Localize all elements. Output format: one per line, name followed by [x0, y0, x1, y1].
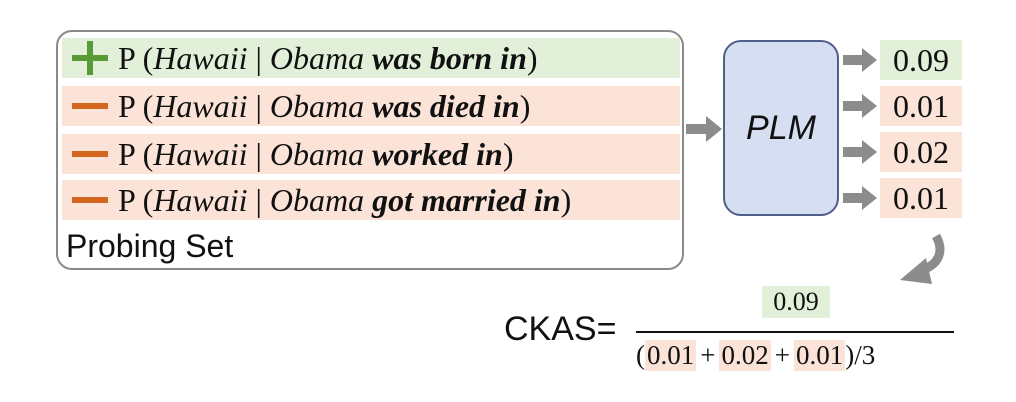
- probe-row-negative: P (Hawaii | Obama worked in): [62, 134, 680, 174]
- output-score: 0.01: [880, 86, 962, 126]
- probe-close: ): [502, 135, 514, 172]
- ckas-label: CKAS=: [504, 310, 617, 348]
- plm-label: PLM: [746, 108, 816, 147]
- output-score: 0.09: [880, 40, 962, 80]
- probe-close: ): [519, 87, 531, 124]
- probe-p: P (: [118, 135, 154, 172]
- probe-p: P (: [118, 39, 154, 76]
- minus-icon: [62, 86, 118, 126]
- arrow-right-icon: [843, 94, 877, 118]
- probe-entity: Hawaii: [153, 39, 248, 76]
- probe-row-negative: P (Hawaii | Obama got married in): [62, 180, 680, 220]
- probe-relation: worked in: [364, 135, 503, 172]
- probe-relation: was died in: [364, 87, 520, 124]
- probe-relation: got married in: [364, 181, 561, 218]
- den-plus: +: [700, 339, 716, 370]
- probing-set-label: Probing Set: [66, 228, 234, 264]
- den-close: )/3: [845, 339, 876, 370]
- den-open: (: [636, 339, 645, 370]
- den-plus: +: [774, 339, 790, 370]
- plm-model-box: PLM: [723, 40, 839, 216]
- probe-p: P (: [118, 87, 154, 124]
- arrow-right-icon: [843, 48, 877, 72]
- formula-numerator: 0.09: [762, 286, 830, 318]
- probe-bar: |: [247, 135, 270, 172]
- probe-entity: Hawaii: [153, 87, 248, 124]
- plus-icon: [62, 38, 118, 78]
- den-term: 0.02: [719, 339, 771, 371]
- fraction-bar: [636, 331, 954, 333]
- probe-subject: Obama: [269, 87, 365, 124]
- curved-arrow-icon: [892, 232, 952, 288]
- arrow-right-icon: [843, 140, 877, 164]
- minus-icon: [62, 134, 118, 174]
- probe-relation: was born in: [364, 39, 527, 76]
- arrow-right-icon: [843, 186, 877, 210]
- probe-row-negative: P (Hawaii | Obama was died in): [62, 86, 680, 126]
- probe-subject: Obama: [269, 135, 365, 172]
- arrow-right-icon: [686, 116, 722, 142]
- probe-bar: |: [247, 87, 270, 124]
- probe-subject: Obama: [269, 39, 365, 76]
- probe-close: ): [560, 181, 572, 218]
- probe-entity: Hawaii: [153, 135, 248, 172]
- probe-subject: Obama: [269, 181, 365, 218]
- probe-entity: Hawaii: [153, 181, 248, 218]
- minus-icon: [62, 180, 118, 220]
- probe-bar: |: [247, 39, 270, 76]
- formula-denominator: ( 0.01 + 0.02 + 0.01 )/3: [636, 338, 875, 372]
- probe-bar: |: [247, 181, 270, 218]
- den-term: 0.01: [645, 339, 697, 371]
- output-score: 0.01: [880, 178, 962, 218]
- den-term: 0.01: [793, 339, 846, 371]
- probe-row-positive: P (Hawaii | Obama was born in): [62, 38, 680, 78]
- probe-p: P (: [118, 181, 154, 218]
- output-score: 0.02: [880, 132, 962, 172]
- probe-close: ): [526, 39, 538, 76]
